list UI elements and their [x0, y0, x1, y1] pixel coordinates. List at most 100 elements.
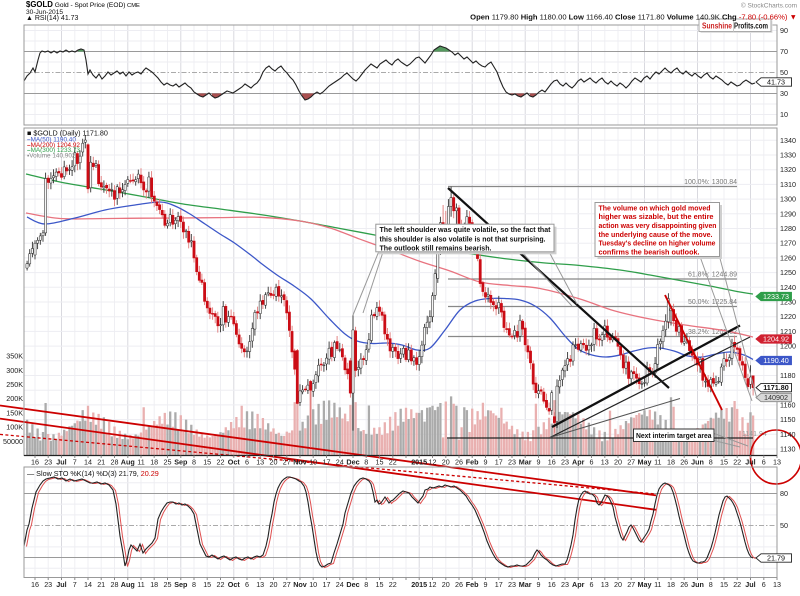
svg-text:16: 16 — [31, 458, 39, 467]
svg-text:6: 6 — [590, 458, 594, 467]
svg-text:12: 12 — [429, 580, 437, 589]
svg-text:10: 10 — [309, 580, 317, 589]
svg-text:13: 13 — [601, 580, 609, 589]
svg-text:Jun: Jun — [691, 580, 704, 589]
svg-text:23: 23 — [44, 458, 52, 467]
svg-text:50: 50 — [780, 68, 788, 77]
svg-text:10: 10 — [780, 110, 788, 119]
svg-text:22: 22 — [733, 458, 741, 467]
svg-text:1140: 1140 — [780, 430, 795, 439]
svg-text:confirms the bearish outlook.: confirms the bearish outlook. — [599, 247, 700, 256]
svg-text:15: 15 — [376, 580, 384, 589]
svg-text:21.79: 21.79 — [767, 554, 785, 563]
svg-text:22: 22 — [389, 580, 397, 589]
svg-text:Aug: Aug — [121, 458, 135, 467]
svg-text:16: 16 — [548, 458, 556, 467]
svg-text:16: 16 — [548, 580, 556, 589]
svg-text:1220: 1220 — [780, 312, 796, 321]
svg-text:Nov: Nov — [293, 580, 307, 589]
svg-text:14: 14 — [84, 458, 92, 467]
svg-text:11: 11 — [137, 580, 144, 589]
svg-text:$GOLD Gold - Spot Price (EOD): $GOLD Gold - Spot Price (EOD) CME — [26, 0, 140, 9]
svg-text:61.8%: 1244.89: 61.8%: 1244.89 — [688, 272, 737, 279]
svg-text:18: 18 — [150, 580, 158, 589]
svg-text:15: 15 — [720, 458, 728, 467]
svg-text:90: 90 — [780, 26, 788, 35]
svg-text:Dec: Dec — [346, 580, 359, 589]
svg-text:— Slow STO %K(14) %D(3) 21.79,: — Slow STO %K(14) %D(3) 21.79, 20.29 — [27, 469, 159, 478]
svg-text:300K: 300K — [6, 366, 23, 375]
svg-text:6: 6 — [245, 458, 249, 467]
svg-text:7: 7 — [73, 458, 77, 467]
svg-text:6: 6 — [762, 580, 766, 589]
svg-text:May: May — [638, 580, 652, 589]
svg-text:24: 24 — [336, 458, 344, 467]
svg-text:9: 9 — [537, 580, 541, 589]
svg-text:1150: 1150 — [780, 415, 795, 424]
svg-text:Jul: Jul — [745, 458, 755, 467]
svg-text:27: 27 — [627, 458, 635, 467]
svg-text:Mar: Mar — [519, 458, 532, 467]
svg-text:The volume on which gold moved: The volume on which gold moved — [599, 203, 711, 212]
svg-text:22: 22 — [217, 580, 225, 589]
svg-text:23: 23 — [561, 458, 569, 467]
svg-text:1320: 1320 — [780, 165, 796, 174]
svg-text:Feb: Feb — [466, 580, 479, 589]
svg-text:this shoulder is also volatile: this shoulder is also volatile is not th… — [380, 234, 546, 243]
svg-text:1310: 1310 — [780, 180, 796, 189]
svg-text:30-Jun-2015: 30-Jun-2015 — [26, 9, 63, 16]
svg-text:50000: 50000 — [3, 437, 23, 446]
svg-text:1250: 1250 — [780, 268, 796, 277]
svg-text:Jul: Jul — [56, 458, 66, 467]
svg-text:11: 11 — [137, 458, 144, 467]
svg-text:13: 13 — [601, 458, 609, 467]
svg-text:350K: 350K — [6, 352, 23, 361]
svg-text:17: 17 — [323, 458, 331, 467]
svg-text:1130: 1130 — [780, 445, 795, 454]
svg-text:27: 27 — [283, 458, 291, 467]
svg-text:1171.80: 1171.80 — [763, 383, 789, 392]
svg-text:15: 15 — [203, 580, 211, 589]
svg-text:Feb: Feb — [466, 458, 479, 467]
svg-text:Dec: Dec — [346, 458, 359, 467]
svg-text:140902: 140902 — [764, 393, 788, 402]
svg-text:27: 27 — [627, 580, 635, 589]
svg-text:Profits.com: Profits.com — [734, 21, 768, 31]
svg-text:Jul: Jul — [745, 580, 755, 589]
svg-text:9: 9 — [537, 458, 541, 467]
svg-text:The left shoulder was quite vo: The left shoulder was quite volatile, so… — [380, 225, 552, 234]
svg-text:© StockCharts.com: © StockCharts.com — [741, 2, 797, 10]
svg-text:Apr: Apr — [572, 580, 585, 589]
svg-text:1300: 1300 — [780, 195, 796, 204]
svg-text:Jun: Jun — [691, 458, 704, 467]
svg-text:15: 15 — [203, 458, 211, 467]
svg-text:10: 10 — [309, 458, 317, 467]
svg-text:1280: 1280 — [780, 224, 796, 233]
svg-text:15: 15 — [720, 580, 728, 589]
svg-text:20: 20 — [270, 458, 278, 467]
svg-text:17: 17 — [495, 580, 503, 589]
svg-text:18: 18 — [150, 458, 158, 467]
svg-text:22: 22 — [217, 458, 225, 467]
svg-text:the underlying cause of the mo: the underlying cause of the move. — [599, 230, 713, 239]
svg-text:18: 18 — [667, 458, 675, 467]
svg-text:Aug: Aug — [121, 580, 135, 589]
svg-text:6: 6 — [590, 580, 594, 589]
svg-text:May: May — [638, 458, 652, 467]
svg-text:2015: 2015 — [411, 580, 427, 589]
svg-text:50.0%: 1225.84: 50.0%: 1225.84 — [688, 299, 737, 306]
svg-text:6: 6 — [762, 458, 766, 467]
svg-text:26: 26 — [455, 458, 463, 467]
svg-text:14: 14 — [84, 580, 92, 589]
svg-text:8: 8 — [364, 580, 368, 589]
svg-text:15: 15 — [376, 458, 384, 467]
svg-text:21: 21 — [97, 580, 105, 589]
svg-text:23: 23 — [44, 580, 52, 589]
svg-text:23: 23 — [508, 580, 516, 589]
svg-text:41.73: 41.73 — [767, 78, 785, 87]
svg-text:100K: 100K — [6, 423, 23, 432]
svg-text:70: 70 — [780, 47, 788, 56]
svg-text:Apr: Apr — [572, 458, 585, 467]
svg-text:8: 8 — [709, 580, 713, 589]
svg-text:▪Volume 140,902: ▪Volume 140,902 — [27, 153, 76, 160]
